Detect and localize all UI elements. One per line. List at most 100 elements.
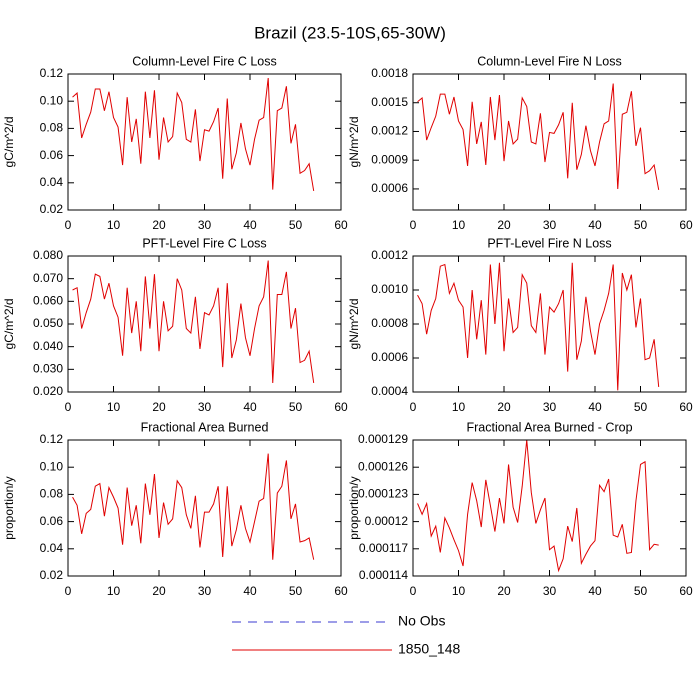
x-tick-label: 30 xyxy=(543,584,557,598)
x-tick-label: 0 xyxy=(65,218,72,232)
plot-frame xyxy=(412,255,687,393)
x-tick-label: 40 xyxy=(243,400,257,414)
x-tick-label: 0 xyxy=(65,400,72,414)
y-tick-label: 0.0006 xyxy=(371,181,408,195)
x-tick-label: 30 xyxy=(543,218,557,232)
panel-title: PFT-Level Fire N Loss xyxy=(487,236,611,250)
x-tick-label: 50 xyxy=(634,400,648,414)
panel-title: Fractional Area Burned xyxy=(141,420,269,434)
x-tick-label: 40 xyxy=(588,584,602,598)
panel-title: PFT-Level Fire C Loss xyxy=(142,236,266,250)
y-tick-label: 0.000129 xyxy=(358,432,408,446)
plot-frame xyxy=(67,255,342,393)
y-tick-label: 0.0012 xyxy=(371,248,408,262)
data-line xyxy=(417,262,660,391)
y-tick-label: 0.060 xyxy=(33,294,63,308)
x-tick-label: 40 xyxy=(243,584,257,598)
x-tick-label: 20 xyxy=(497,584,511,598)
x-tick-label: 50 xyxy=(289,584,303,598)
plot-frame xyxy=(67,439,342,577)
x-tick-label: 50 xyxy=(289,400,303,414)
data-line xyxy=(417,83,660,190)
y-tick-label: 0.08 xyxy=(40,121,64,135)
x-tick-label: 10 xyxy=(107,400,121,414)
y-tick-label: 0.06 xyxy=(40,148,64,162)
y-tick-label: 0.070 xyxy=(33,271,63,285)
y-axis-label: proportion/y xyxy=(2,476,16,539)
plot-frame xyxy=(67,73,342,211)
y-tick-label: 0.0004 xyxy=(371,384,408,398)
x-tick-label: 20 xyxy=(497,400,511,414)
x-tick-label: 20 xyxy=(497,218,511,232)
x-tick-label: 40 xyxy=(588,218,602,232)
y-axis-label: proportion/y xyxy=(347,476,361,539)
data-line xyxy=(72,453,315,560)
x-tick-label: 50 xyxy=(634,584,648,598)
y-tick-label: 0.06 xyxy=(40,514,64,528)
data-line xyxy=(72,260,315,384)
x-tick-label: 10 xyxy=(452,218,466,232)
panel-title: Column-Level Fire N Loss xyxy=(477,54,622,68)
y-tick-label: 0.080 xyxy=(33,248,63,262)
x-tick-label: 10 xyxy=(107,218,121,232)
x-tick-label: 10 xyxy=(452,584,466,598)
data-line xyxy=(72,78,315,192)
y-tick-label: 0.030 xyxy=(33,362,63,376)
legend-label: 1850_148 xyxy=(398,641,461,657)
y-tick-label: 0.0008 xyxy=(371,316,408,330)
y-tick-label: 0.04 xyxy=(40,541,64,555)
y-tick-label: 0.000123 xyxy=(358,487,408,501)
y-tick-label: 0.000114 xyxy=(359,568,408,582)
y-axis-label: gN/m^2/d xyxy=(347,117,361,168)
x-tick-label: 60 xyxy=(679,584,693,598)
x-tick-label: 30 xyxy=(198,218,212,232)
x-tick-label: 30 xyxy=(198,584,212,598)
y-tick-label: 0.04 xyxy=(40,175,64,189)
y-tick-label: 0.000126 xyxy=(358,459,408,473)
x-tick-label: 30 xyxy=(198,400,212,414)
y-tick-label: 0.08 xyxy=(40,487,64,501)
x-tick-label: 0 xyxy=(410,584,417,598)
x-tick-label: 40 xyxy=(588,400,602,414)
x-tick-label: 50 xyxy=(289,218,303,232)
plot-frame xyxy=(412,439,687,577)
panel-title: Column-Level Fire C Loss xyxy=(132,54,277,68)
x-tick-label: 60 xyxy=(334,218,348,232)
x-tick-label: 10 xyxy=(107,584,121,598)
y-tick-label: 0.0015 xyxy=(371,95,408,109)
x-tick-label: 0 xyxy=(410,400,417,414)
y-tick-label: 0.0010 xyxy=(371,282,408,296)
x-tick-label: 60 xyxy=(334,400,348,414)
x-tick-label: 20 xyxy=(152,584,166,598)
x-tick-label: 10 xyxy=(452,400,466,414)
x-tick-label: 60 xyxy=(334,584,348,598)
y-tick-label: 0.02 xyxy=(40,568,64,582)
panel-title: Fractional Area Burned - Crop xyxy=(466,420,632,434)
y-tick-label: 0.10 xyxy=(40,459,64,473)
x-tick-label: 50 xyxy=(634,218,648,232)
y-tick-label: 0.020 xyxy=(33,384,63,398)
x-tick-label: 60 xyxy=(679,218,693,232)
x-tick-label: 20 xyxy=(152,218,166,232)
x-tick-label: 40 xyxy=(243,218,257,232)
y-tick-label: 0.02 xyxy=(40,202,64,216)
x-tick-label: 0 xyxy=(410,218,417,232)
y-tick-label: 0.000117 xyxy=(359,541,408,555)
y-axis-label: gC/m^2/d xyxy=(2,117,16,168)
y-tick-label: 0.0009 xyxy=(371,152,408,166)
y-tick-label: 0.0018 xyxy=(371,66,408,80)
x-tick-label: 20 xyxy=(152,400,166,414)
y-tick-label: 0.040 xyxy=(33,339,63,353)
y-axis-label: gC/m^2/d xyxy=(2,299,16,350)
y-tick-label: 0.12 xyxy=(40,66,64,80)
y-tick-label: 0.0012 xyxy=(371,124,408,138)
legend-label: No Obs xyxy=(398,613,445,629)
y-tick-label: 0.10 xyxy=(40,93,64,107)
plot-frame xyxy=(412,73,687,211)
figure-title: Brazil (23.5-10S,65-30W) xyxy=(254,23,446,42)
y-tick-label: 0.00012 xyxy=(365,514,409,528)
y-tick-label: 0.12 xyxy=(40,432,64,446)
y-axis-label: gN/m^2/d xyxy=(347,299,361,350)
x-tick-label: 30 xyxy=(543,400,557,414)
